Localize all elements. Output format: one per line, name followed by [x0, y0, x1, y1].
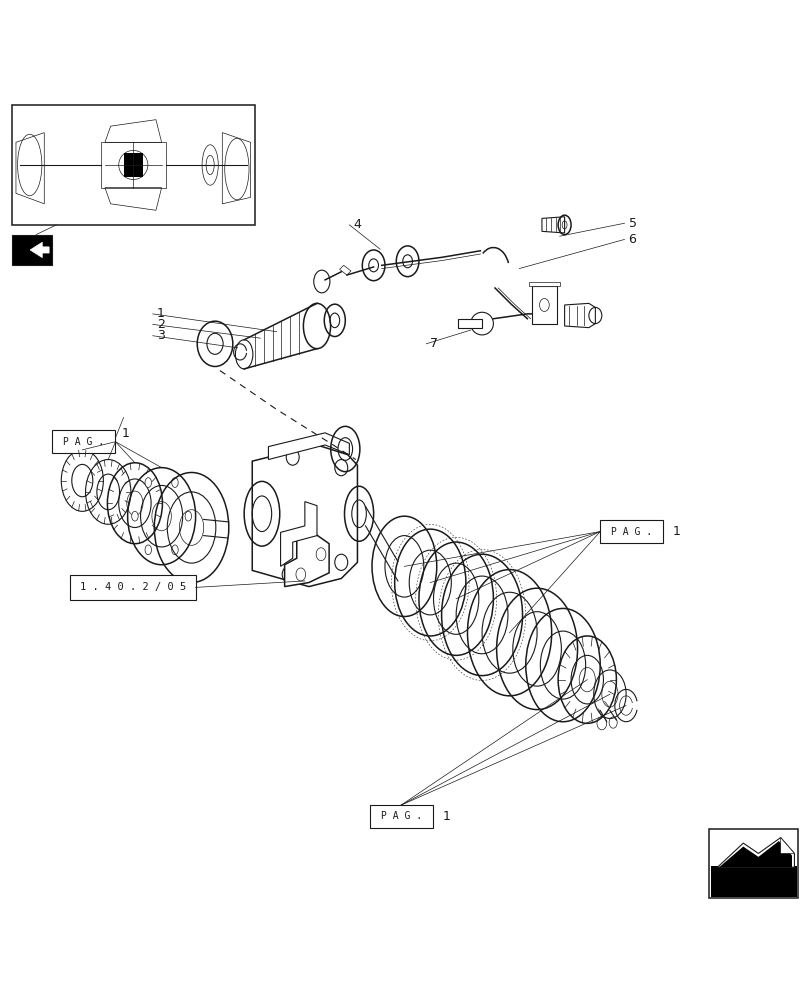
Polygon shape	[528, 282, 559, 286]
Polygon shape	[717, 838, 793, 867]
Text: 1: 1	[122, 427, 130, 440]
Polygon shape	[281, 502, 316, 566]
Bar	[12, 105, 255, 225]
Polygon shape	[779, 838, 793, 853]
Text: P A G .: P A G .	[63, 437, 105, 447]
Ellipse shape	[131, 511, 138, 521]
Text: P A G .: P A G .	[611, 527, 651, 537]
Bar	[12, 235, 52, 265]
Polygon shape	[719, 841, 791, 867]
Text: 3: 3	[157, 329, 165, 342]
Bar	[531, 286, 556, 324]
Bar	[70, 575, 195, 600]
Text: 5: 5	[628, 217, 636, 230]
Text: 1: 1	[442, 810, 450, 823]
Polygon shape	[252, 445, 357, 587]
Text: 4: 4	[353, 218, 361, 231]
Ellipse shape	[145, 545, 152, 555]
Text: 1: 1	[672, 525, 680, 538]
Text: 1 . 4 0 . 2 / 0 5: 1 . 4 0 . 2 / 0 5	[79, 582, 186, 592]
Text: P A G .: P A G .	[380, 811, 421, 821]
Text: 7: 7	[430, 337, 438, 350]
Ellipse shape	[171, 545, 178, 555]
Bar	[599, 520, 663, 543]
Text: 2: 2	[157, 318, 165, 331]
Text: 6: 6	[628, 233, 636, 246]
Ellipse shape	[171, 478, 178, 487]
Polygon shape	[339, 265, 350, 275]
Ellipse shape	[185, 511, 191, 521]
Ellipse shape	[145, 478, 152, 487]
Polygon shape	[268, 433, 349, 460]
Bar	[101, 142, 165, 188]
Polygon shape	[285, 534, 328, 587]
Bar	[52, 430, 115, 453]
Text: 1: 1	[157, 307, 165, 320]
Bar	[709, 829, 797, 898]
Polygon shape	[541, 217, 564, 233]
Bar	[123, 153, 143, 177]
Bar	[710, 866, 796, 897]
Polygon shape	[564, 303, 594, 328]
Bar	[369, 805, 432, 828]
Polygon shape	[30, 242, 49, 258]
Polygon shape	[457, 319, 482, 328]
